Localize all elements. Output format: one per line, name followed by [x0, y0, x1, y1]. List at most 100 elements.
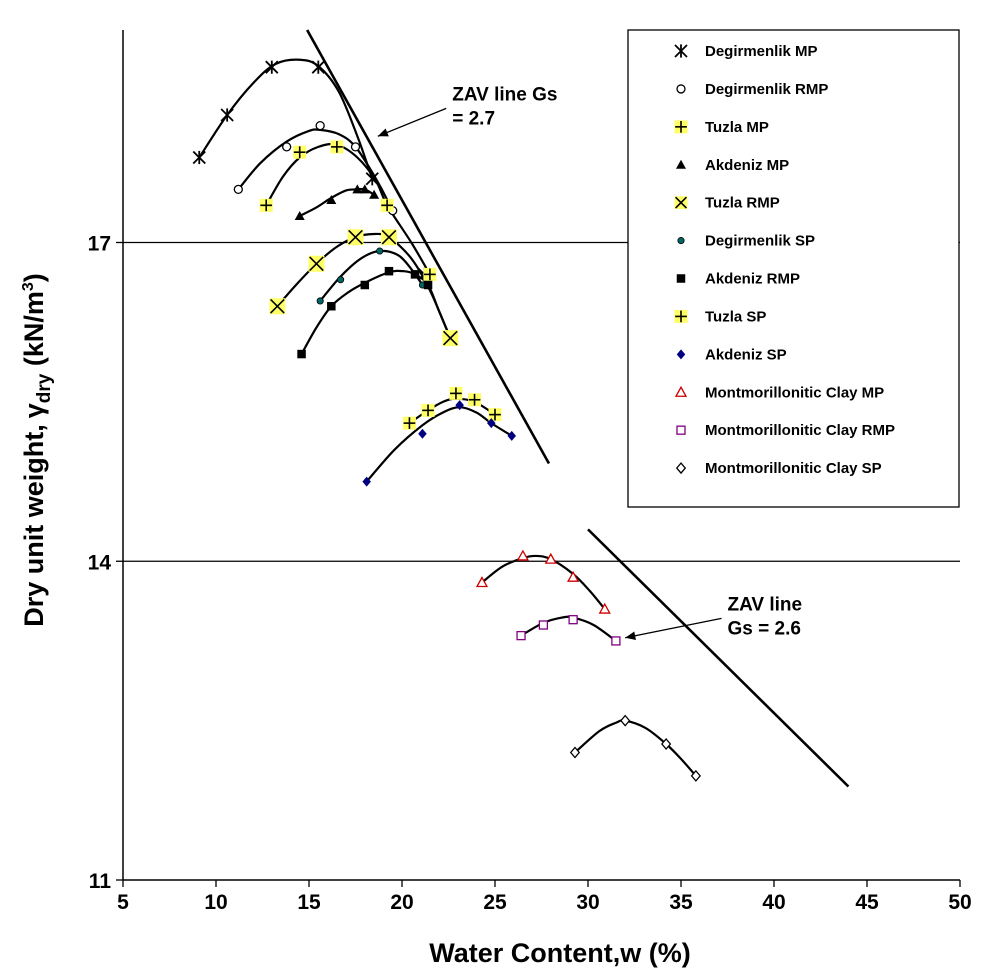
legend-item-akdeniz-rmp: Akdeniz RMP: [676, 271, 800, 288]
legend-label-montmorillonitic-clay-sp: Montmorillonitic Clay SP: [705, 460, 882, 477]
point-montmorillonitic-clay-rmp-0: [516, 630, 526, 641]
y-axis-title-symbol: γ: [19, 403, 49, 418]
point-akdeniz-sp-2: [455, 400, 464, 411]
point-montmorillonitic-clay-mp-2: [544, 552, 557, 564]
point-akdeniz-mp-1: [326, 195, 337, 204]
series-akdeniz-mp: [294, 184, 380, 220]
series-montmorillonitic-clay-mp: [475, 549, 611, 614]
legend-label-degirmenlik-sp: Degirmenlik SP: [705, 233, 815, 250]
x-tick-label-10: 10: [204, 891, 227, 914]
point-akdeniz-rmp-3: [384, 266, 394, 276]
series-montmorillonitic-clay-sp: [569, 714, 701, 782]
legend-label-akdeniz-mp: Akdeniz MP: [705, 157, 789, 174]
legend-marker-akdeniz-mp: [676, 159, 686, 169]
point-akdeniz-mp-3: [359, 184, 370, 194]
point-montmorillonitic-clay-sp-1: [620, 714, 631, 727]
annotation-arrowhead-2: [625, 631, 636, 640]
legend-marker-degirmenlik-rmp: [676, 84, 686, 94]
point-montmorillonitic-clay-sp-2: [661, 737, 672, 751]
legend-item-degirmenlik-sp: Degirmenlik SP: [677, 233, 815, 250]
x-tick-label-30: 30: [576, 891, 599, 914]
zav-line-1: [306, 29, 551, 465]
zav-line-2: [587, 528, 850, 788]
y-tick-label-17: 17: [88, 233, 111, 256]
legend-item-degirmenlik-rmp: Degirmenlik RMP: [676, 81, 828, 98]
point-tuzla-sp-2: [449, 386, 463, 400]
point-montmorillonitic-clay-mp-3: [567, 570, 580, 582]
series-tuzla-rmp: [269, 229, 459, 347]
legend-label-degirmenlik-mp: Degirmenlik MP: [705, 43, 818, 60]
legend-label-akdeniz-rmp: Akdeniz RMP: [705, 271, 800, 288]
legend-item-tuzla-mp: Tuzla MP: [674, 119, 769, 136]
point-degirmenlik-rmp-2: [315, 120, 325, 131]
legend-label-tuzla-rmp: Tuzla RMP: [705, 195, 780, 212]
point-tuzla-sp-3: [468, 393, 482, 407]
annotation-2-line-2: Gs = 2.6: [728, 618, 801, 639]
point-akdeniz-rmp-0: [297, 349, 306, 359]
legend-marker-montmorillonitic-clay-sp: [675, 462, 687, 475]
data-points: [192, 60, 701, 782]
point-tuzla-rmp-1: [308, 255, 325, 272]
point-degirmenlik-rmp-3: [350, 142, 361, 152]
point-tuzla-sp-0: [402, 416, 416, 430]
curve-montmorillonitic-clay-rmp: [520, 615, 617, 642]
point-degirmenlik-sp-0: [316, 297, 324, 305]
zav-lines: [306, 29, 850, 788]
point-akdeniz-rmp-4: [410, 270, 420, 279]
y-axis-title-unit: (kN/m: [19, 291, 49, 374]
point-montmorillonitic-clay-mp-0: [475, 576, 489, 588]
series-akdeniz-sp: [362, 400, 516, 487]
point-degirmenlik-rmp-1: [282, 142, 292, 152]
point-degirmenlik-mp-0: [192, 150, 206, 165]
legend-label-tuzla-sp: Tuzla SP: [705, 308, 766, 325]
point-tuzla-sp-4: [488, 408, 502, 422]
annotation-arrow-2: [625, 617, 722, 639]
series-akdeniz-rmp: [297, 266, 433, 359]
point-montmorillonitic-clay-mp-1: [516, 549, 530, 561]
x-tick-label-40: 40: [762, 891, 785, 914]
legend-marker-akdeniz-rmp: [676, 274, 686, 283]
legend-item-montmorillonitic-clay-sp: Montmorillonitic Clay SP: [675, 460, 882, 477]
y-axis-title-unit-close: ): [19, 273, 49, 282]
annotation-1-line-2: = 2.7: [452, 108, 495, 129]
curve-tuzla-mp: [265, 142, 431, 275]
fit-curves: [198, 58, 697, 777]
x-tick-label-15: 15: [297, 891, 321, 914]
point-akdeniz-mp-2: [352, 184, 363, 194]
point-montmorillonitic-clay-rmp-2: [568, 615, 578, 625]
x-axis-title: Water Content,w (%): [429, 938, 690, 968]
y-axis-title-main: Dry unit weight,: [19, 424, 49, 627]
legend-marker-degirmenlik-sp: [677, 237, 685, 245]
point-tuzla-mp-4: [423, 267, 437, 281]
point-montmorillonitic-clay-sp-0: [569, 746, 581, 759]
y-tick-label-11: 11: [89, 870, 112, 893]
point-akdeniz-sp-3: [487, 418, 496, 429]
legend-marker-tuzla-sp: [674, 309, 688, 323]
point-montmorillonitic-clay-rmp-3: [611, 636, 621, 646]
series-montmorillonitic-clay-rmp: [516, 615, 621, 646]
point-montmorillonitic-clay-sp-3: [690, 769, 701, 782]
annotation-2-line-1: ZAV line: [728, 594, 803, 615]
legend-item-akdeniz-mp: Akdeniz MP: [676, 157, 789, 174]
curve-degirmenlik-sp: [319, 249, 424, 302]
legend-item-tuzla-sp: Tuzla SP: [674, 308, 766, 325]
legend-item-montmorillonitic-clay-rmp: Montmorillonitic Clay RMP: [676, 422, 895, 439]
legend-item-degirmenlik-mp: Degirmenlik MP: [674, 43, 818, 60]
axes: [116, 30, 961, 887]
series-degirmenlik-sp: [316, 247, 427, 305]
point-akdeniz-mp-0: [294, 210, 305, 220]
annotation-1-line-1: ZAV line Gs: [452, 84, 557, 105]
curve-montmorillonitic-clay-mp: [481, 554, 606, 610]
legend-marker-tuzla-rmp: [674, 196, 688, 210]
point-degirmenlik-mp-2: [265, 60, 279, 74]
tick-labels: 5 10 15 20 25 30 35 40 45 50 11 14 17: [88, 233, 972, 915]
point-akdeniz-rmp-5: [423, 280, 433, 290]
point-tuzla-mp-1: [293, 145, 307, 159]
annotations: ZAV line Gs = 2.7 ZAV line Gs = 2.6: [377, 84, 803, 640]
series-tuzla-mp: [259, 140, 437, 281]
point-tuzla-rmp-2: [347, 229, 364, 246]
point-tuzla-mp-2: [330, 140, 344, 154]
legend-label-akdeniz-sp: Akdeniz SP: [705, 346, 787, 363]
x-tick-label-25: 25: [483, 891, 507, 914]
